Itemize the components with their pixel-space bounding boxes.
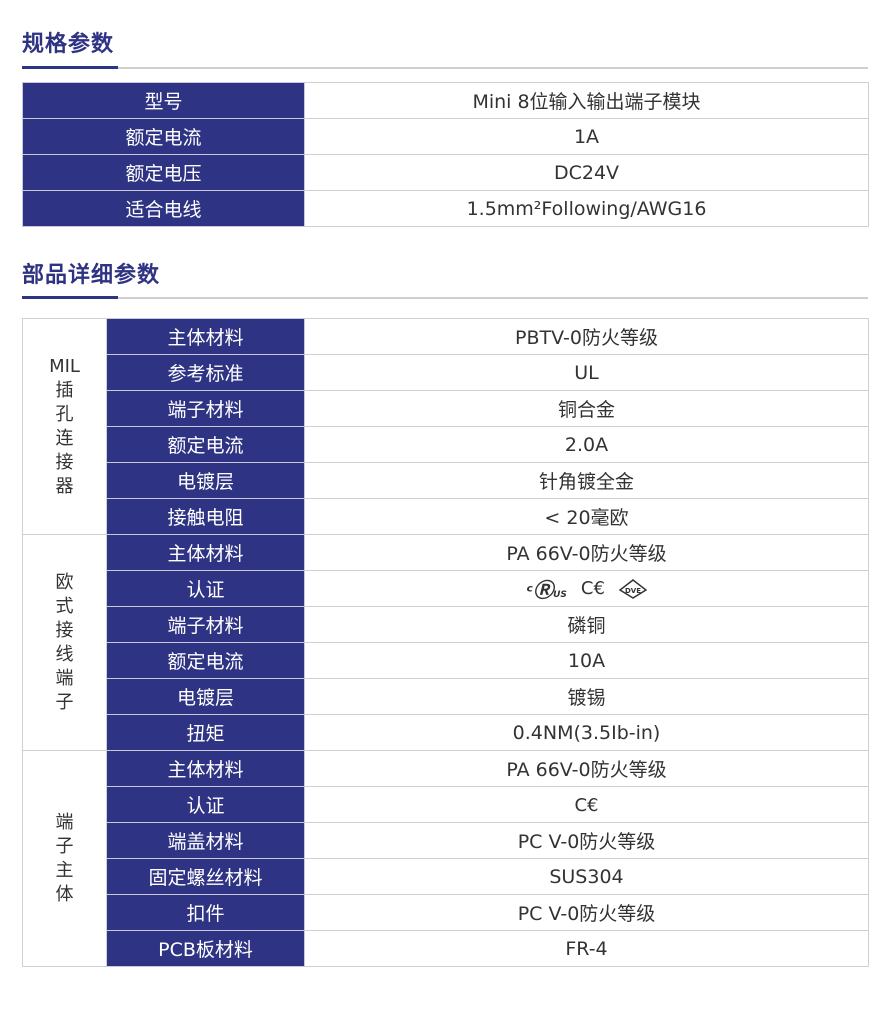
parts-value: 针角镀全金	[304, 462, 869, 499]
parts-label: 参考标准	[106, 354, 305, 391]
parts-row: 接触电阻 < 20毫欧	[23, 498, 869, 535]
parts-value: 0.4NM(3.5Ib-in)	[304, 714, 869, 751]
group-label: 欧 式 接 线 端 子	[22, 534, 107, 751]
vde-mark-icon: DVE	[618, 578, 647, 599]
parts-table: MIL 插 孔 连 接 器主体材料 PBTV-0防火等级 参考标准 UL 端子材料 铜合金…	[22, 318, 869, 967]
parts-label: PCB板材料	[106, 930, 305, 967]
parts-row: 电镀层 针角镀全金	[23, 462, 869, 499]
parts-value: FR-4	[304, 930, 869, 967]
parts-label: 固定螺丝材料	[106, 858, 305, 895]
parts-value: SUS304	[304, 858, 869, 895]
parts-label: 接触电阻	[106, 498, 305, 535]
parts-value: 10A	[304, 642, 869, 679]
group-label: 端 子 主 体	[22, 750, 107, 967]
parts-label: 主体材料	[106, 318, 305, 355]
group-name: MIL 插 孔 连 接 器	[49, 355, 80, 497]
parts-row: MIL 插 孔 连 接 器主体材料 PBTV-0防火等级	[22, 318, 869, 535]
parts-row: 扣件 PC V-0防火等级	[23, 894, 869, 931]
parts-row: PCB板材料 FR-4	[23, 930, 869, 967]
spec-value: 1A	[304, 118, 869, 155]
parts-row: 电镀层 镀锡	[23, 678, 869, 715]
parts-label: 额定电流	[106, 426, 305, 463]
parts-row: 参考标准 UL	[23, 354, 869, 391]
parts-label: 主体材料	[106, 750, 305, 787]
section-title-parts: 部品详细参数	[22, 263, 161, 288]
spec-table: 型号 Mini 8位输入输出端子模块 额定电流 1A 额定电压 DC24V 适合电线 1.5m…	[22, 82, 869, 227]
parts-label: 认证	[106, 786, 305, 823]
parts-value: < 20毫欧	[304, 498, 869, 535]
parts-row: 端子材料 磷铜	[23, 606, 869, 643]
parts-label: 扣件	[106, 894, 305, 931]
spec-label: 型号	[22, 82, 305, 119]
parts-row: 固定螺丝材料 SUS304	[23, 858, 869, 895]
parts-label: 认证	[106, 570, 305, 607]
parts-row: 扭矩 0.4NM(3.5Ib-in)	[23, 714, 869, 751]
group-name: 欧 式 接 线 端 子	[55, 571, 74, 713]
parts-label: 端盖材料	[106, 822, 305, 859]
ul-recognized-icon: ᶜⓇUS	[526, 578, 567, 602]
parts-value: 2.0A	[304, 426, 869, 463]
parts-row: 认证 ᶜⓇUS C€ DVE	[23, 570, 869, 607]
parts-row: 端 子 主 体 主体材料 PA 66V-0防火等级	[22, 750, 869, 967]
spec-row: 型号 Mini 8位输入输出端子模块	[22, 82, 869, 119]
parts-row: 欧 式 接 线 端 子 主体材料 PA 66V-0防火等级	[22, 534, 869, 751]
spec-row: 额定电压 DC24V	[22, 154, 869, 191]
parts-value: PBTV-0防火等级	[304, 318, 869, 355]
parts-value: PA 66V-0防火等级	[304, 534, 869, 571]
parts-label: 端子材料	[106, 390, 305, 427]
group-name: 端 子 主 体	[55, 811, 74, 905]
parts-row: 端子材料 铜合金	[23, 390, 869, 427]
parts-value: PC V-0防火等级	[304, 822, 869, 859]
spec-label: 适合电线	[22, 190, 305, 227]
divider	[22, 66, 868, 69]
parts-label: 主体材料	[106, 534, 305, 571]
parts-value: PA 66V-0防火等级	[304, 750, 869, 787]
parts-value: 铜合金	[304, 390, 869, 427]
spec-row: 额定电流 1A	[22, 118, 869, 155]
spec-value: 1.5mm²Following/AWG16	[304, 190, 869, 227]
parts-row: 端盖材料 PC V-0防火等级	[23, 822, 869, 859]
parts-label: 端子材料	[106, 606, 305, 643]
spec-value: DC24V	[304, 154, 869, 191]
divider	[22, 296, 868, 299]
parts-row: 额定电流 2.0A	[23, 426, 869, 463]
parts-value: UL	[304, 354, 869, 391]
spec-value: Mini 8位输入输出端子模块	[304, 82, 869, 119]
spec-label: 额定电流	[22, 118, 305, 155]
spec-row: 适合电线 1.5mm²Following/AWG16	[22, 190, 869, 227]
svg-text:DVE: DVE	[625, 587, 641, 595]
ce-mark-icon: C€	[574, 794, 599, 816]
parts-label: 电镀层	[106, 462, 305, 499]
parts-row: 额定电流 10A	[23, 642, 869, 679]
parts-value: 磷铜	[304, 606, 869, 643]
parts-label: 电镀层	[106, 678, 305, 715]
parts-label: 额定电流	[106, 642, 305, 679]
parts-value: PC V-0防火等级	[304, 894, 869, 931]
certification-icons: ᶜⓇUS C€ DVE	[304, 570, 869, 607]
parts-value: 镀锡	[304, 678, 869, 715]
spec-label: 额定电压	[22, 154, 305, 191]
group-label: MIL 插 孔 连 接 器	[22, 318, 107, 535]
ce-mark-icon: C€	[580, 578, 605, 599]
parts-label: 扭矩	[106, 714, 305, 751]
certification-icons: C€	[304, 786, 869, 823]
parts-row: 认证 C€	[23, 786, 869, 823]
section-title-spec: 规格参数	[22, 32, 115, 57]
